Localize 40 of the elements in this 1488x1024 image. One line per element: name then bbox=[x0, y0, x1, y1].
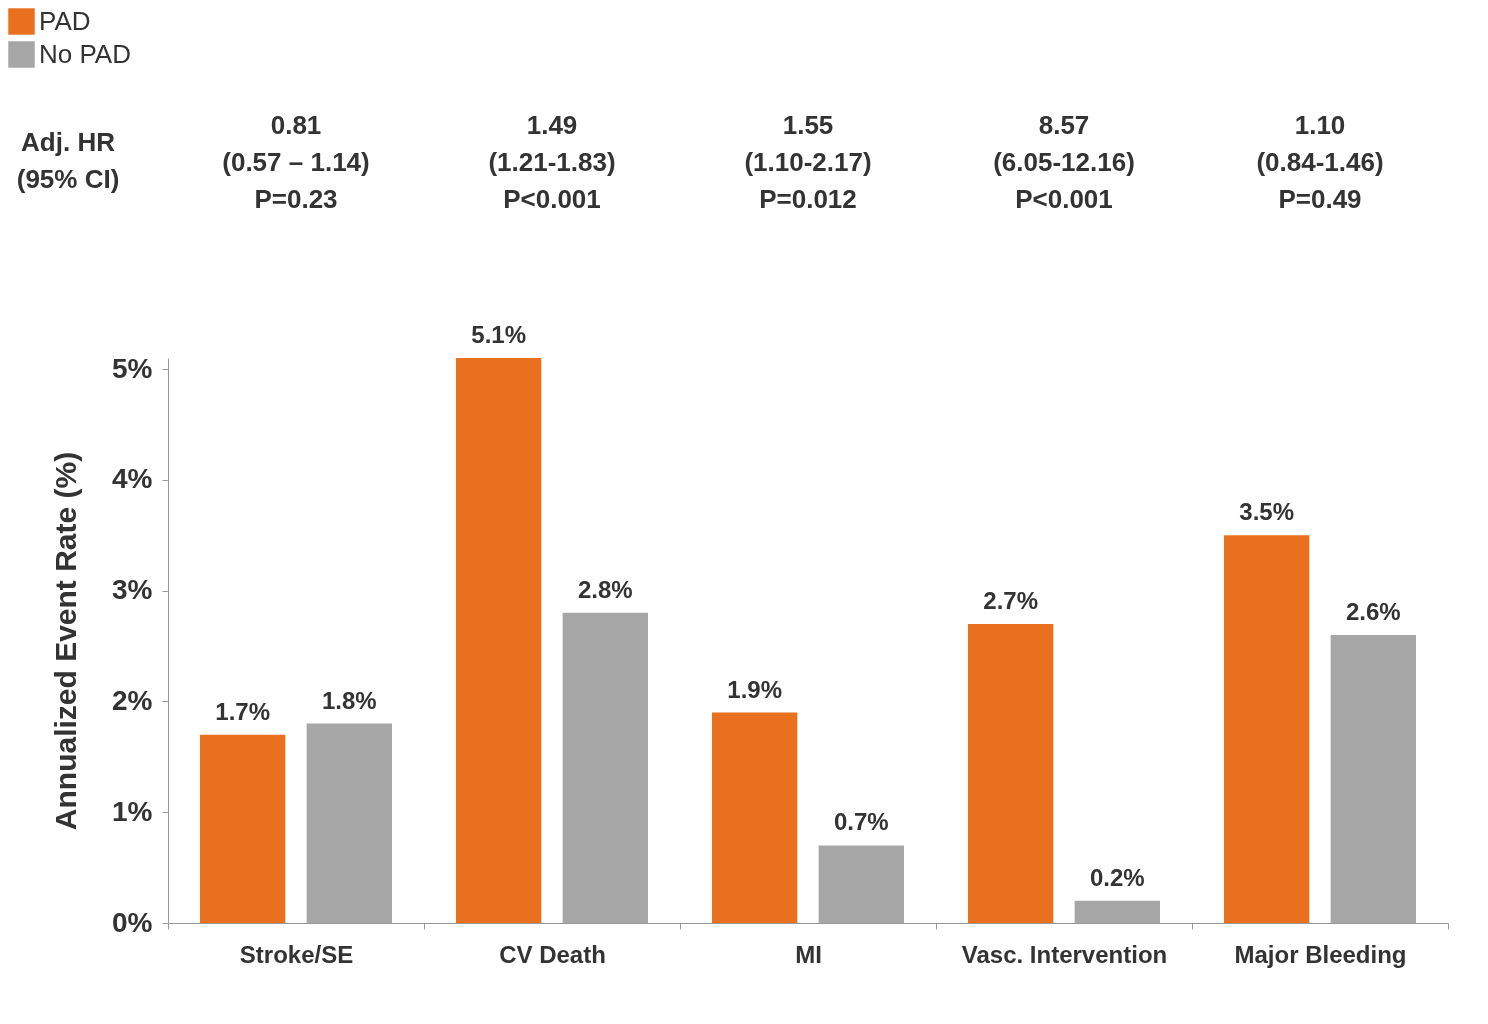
text: 8.57 (6.05-12.16) P<0.001 bbox=[993, 110, 1135, 214]
y-axis-title: Annualized Event Rate (%) bbox=[49, 451, 83, 831]
x-tick-label: Stroke/SE bbox=[239, 940, 354, 968]
data-label: 5.1% bbox=[471, 321, 527, 348]
legend-label: PAD bbox=[39, 5, 91, 36]
data-label: 2.8% bbox=[577, 575, 633, 603]
bar bbox=[200, 734, 286, 923]
x-tick-label: CV Death bbox=[499, 940, 606, 968]
y-tick-label: 1% bbox=[112, 795, 153, 827]
bar bbox=[306, 723, 392, 923]
bar bbox=[562, 612, 648, 923]
x-tick-label: MI bbox=[795, 940, 822, 968]
text: 0.81 (0.57 – 1.14) P=0.23 bbox=[222, 110, 370, 214]
data-label: 1.9% bbox=[727, 675, 783, 703]
data-label: 0.2% bbox=[1089, 863, 1145, 891]
bar bbox=[818, 845, 904, 923]
bar bbox=[1224, 535, 1310, 923]
data-label: 1.7% bbox=[215, 697, 271, 725]
bar bbox=[968, 623, 1054, 923]
x-tick-label: Major Bleeding bbox=[1234, 940, 1407, 968]
data-label: 2.7% bbox=[983, 586, 1039, 614]
data-label: 3.5% bbox=[1239, 498, 1295, 526]
y-tick-label: 2% bbox=[112, 684, 153, 716]
legend-label: No PAD bbox=[39, 38, 131, 69]
bar bbox=[1074, 900, 1160, 923]
bar bbox=[456, 358, 542, 923]
text: 1.10 (0.84-1.46) P=0.49 bbox=[1256, 110, 1384, 214]
text: 1.49 (1.21-1.83) P<0.001 bbox=[488, 110, 616, 214]
data-label: 0.7% bbox=[833, 808, 889, 836]
data-label: 1.8% bbox=[321, 686, 377, 714]
y-tick-label: 3% bbox=[112, 574, 153, 606]
data-label: 2.6% bbox=[1345, 597, 1401, 625]
bar bbox=[1330, 634, 1416, 923]
x-tick-label: Vasc. Intervention bbox=[961, 940, 1168, 968]
y-tick-label: 4% bbox=[112, 463, 153, 495]
y-tick-label: 0% bbox=[112, 906, 153, 938]
text: 1.55 (1.10-2.17) P=0.012 bbox=[744, 110, 872, 214]
text: Adj. HR (95% CI) bbox=[16, 127, 120, 194]
bar bbox=[712, 712, 798, 923]
y-tick-label: 5% bbox=[112, 352, 153, 384]
